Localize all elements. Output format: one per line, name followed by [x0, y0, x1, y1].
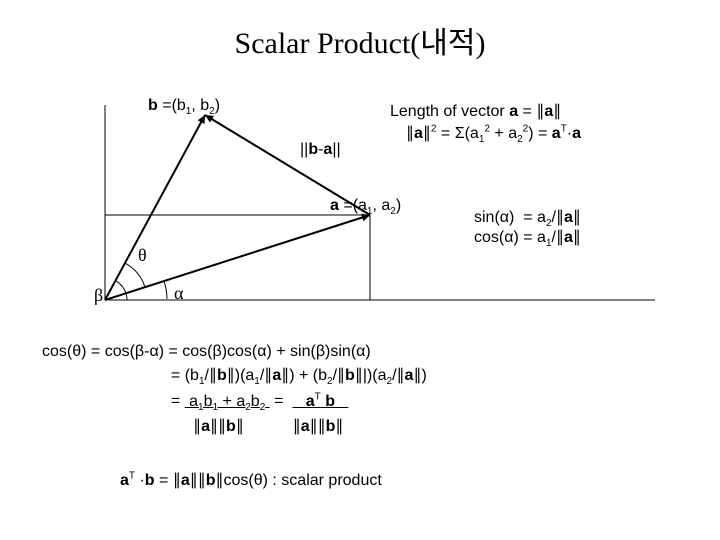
label-ba_norm: ||b-a|| [300, 141, 341, 159]
final-equation: aT ·b = ∥a∥∥b∥cos(θ) : scalar product [120, 470, 382, 490]
derivation-line-0: cos(θ) = cos(β-α) = cos(β)cos(α) + sin(β… [42, 340, 427, 364]
derivation-line-3: ∥a∥∥b∥ ∥a∥∥b∥ [42, 415, 427, 439]
label-beta: β [94, 285, 103, 306]
label-sin: sin(α) = a2/∥a∥ [474, 207, 581, 229]
label-len_eq: ∥a∥2 = Σ(a12 + a22) = aT·a [406, 123, 581, 145]
label-alpha: α [174, 283, 183, 304]
diagram-region: b =(b1, b2)||b-a||a =(a1, a2)Length of v… [90, 105, 660, 320]
derivation-line-1: = (b1/∥b∥)(a1/∥a∥) + (b2/∥b∥|)(a2/∥a∥) [42, 364, 427, 389]
label-a_eq: a =(a1, a2) [330, 197, 401, 217]
label-theta: θ [138, 245, 147, 266]
label-b_eq: b =(b1, b2) [148, 97, 220, 117]
derivation-line-2: = a1b1 + a2b2 = aT b [42, 389, 427, 415]
page-title: Scalar Product(내적) [0, 18, 720, 62]
label-cos: cos(α) = a1/∥a∥ [474, 227, 581, 249]
derivation-block: cos(θ) = cos(β-α) = cos(β)cos(α) + sin(β… [42, 340, 427, 439]
label-len_title: Length of vector a = ∥a∥ [390, 101, 561, 121]
page-root: Scalar Product(내적) b =(b1, b2) ||b-a|| a =… [0, 0, 720, 540]
